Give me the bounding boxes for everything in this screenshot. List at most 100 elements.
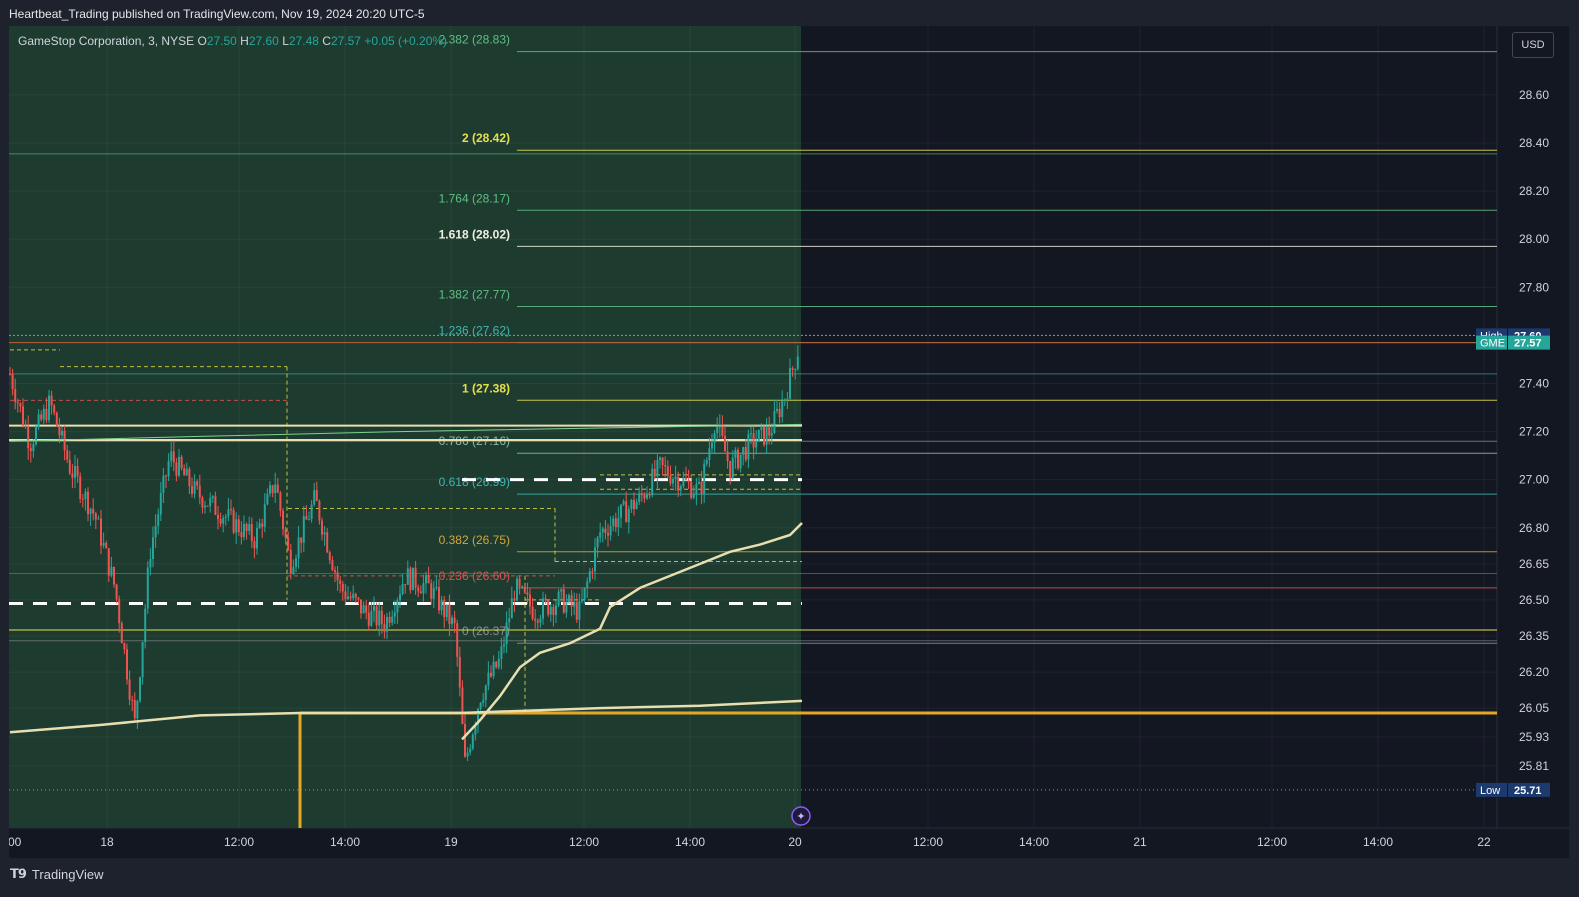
candle-body [529, 594, 531, 607]
fib-level-label: 0.382 (26.75) [439, 533, 510, 547]
candle-body [526, 592, 529, 595]
candle-body [448, 604, 451, 625]
candle-body [386, 616, 388, 632]
candle-body [11, 374, 14, 390]
candle-body [490, 672, 492, 677]
candle-body [399, 594, 401, 601]
candle-body [370, 610, 373, 626]
y-tick-label: 26.50 [1519, 593, 1549, 607]
y-tick-label: 28.60 [1519, 88, 1549, 102]
candle-body [362, 605, 365, 614]
candle-body [126, 649, 128, 680]
candle-body [360, 599, 362, 614]
price-tag-value-bg [1508, 782, 1550, 797]
legend-symbol: GameStop Corporation, 3, NYSE [18, 34, 195, 48]
legend-low-label: L [282, 34, 289, 48]
candle-body [703, 463, 706, 494]
candle-body [750, 433, 752, 435]
candle-body [282, 510, 284, 530]
candle-body [625, 501, 628, 523]
price-axis-area[interactable] [1497, 26, 1569, 858]
candle-body [63, 430, 66, 451]
legend-high-label: H [240, 34, 249, 48]
candle-body [458, 656, 461, 688]
candle-body [32, 444, 35, 452]
candle-body [58, 425, 61, 436]
x-tick-label: 12:00 [569, 835, 599, 849]
candle-body [679, 486, 682, 491]
candle-body [336, 572, 339, 581]
candle-body [274, 484, 277, 494]
candle-body [367, 612, 370, 626]
candle-body [451, 617, 453, 625]
candle-body [209, 498, 212, 506]
candle-body [555, 605, 557, 616]
candle-body [464, 723, 466, 757]
price-chart[interactable]: 28.60 28.40 28.20 28.00 27.80 27.40 27.20 27.00… [9, 26, 1569, 858]
candle-body [601, 528, 604, 533]
candle-body [539, 618, 542, 623]
candle-body [297, 537, 300, 559]
candle-body [734, 450, 737, 458]
candle-body [219, 519, 222, 524]
candle-body [341, 583, 344, 592]
fib-level-label: 1.236 (27.62) [439, 324, 510, 338]
candle-body [128, 679, 131, 700]
candle-body [445, 604, 448, 618]
candle-body [284, 529, 287, 538]
candle-body [321, 520, 323, 535]
candle-body [588, 571, 591, 582]
candle-body [617, 517, 620, 528]
candle-body [578, 601, 581, 620]
candle-body [427, 575, 430, 584]
candle-body [144, 608, 147, 642]
price-tag-label-bg [1476, 782, 1507, 797]
candle-body [198, 485, 201, 498]
candle-body [581, 599, 583, 602]
sparkle-icon[interactable] [791, 806, 811, 826]
x-tick-label: 20 [788, 835, 802, 849]
candle-body [695, 483, 698, 494]
candle-body [570, 595, 573, 607]
candle-body [172, 451, 175, 463]
candle-body [638, 493, 641, 503]
candle-body [552, 606, 555, 616]
candle-body [188, 468, 191, 487]
candle-body [794, 369, 797, 371]
candle-body [375, 606, 378, 626]
candle-body [521, 586, 524, 588]
y-tick-label: 27.00 [1519, 473, 1549, 487]
y-tick-label: 27.80 [1519, 280, 1549, 294]
candle-body [165, 475, 167, 477]
x-tick-label: 00 [9, 835, 22, 849]
legend-close-label: C [322, 34, 331, 48]
candle-body [217, 514, 219, 520]
candle-body [175, 462, 178, 476]
candle-body [770, 433, 773, 436]
footer-brand[interactable]: 𝗧𝟵 TradingView [10, 866, 103, 882]
candle-body [726, 451, 729, 461]
candle-body [94, 513, 97, 520]
currency-button[interactable]: USD [1512, 32, 1554, 58]
candle-body [755, 441, 758, 448]
candle-body [781, 401, 784, 417]
candle-body [404, 584, 407, 586]
y-tick-label: 26.05 [1519, 701, 1549, 715]
candle-body [113, 566, 115, 585]
candle-body [139, 677, 141, 701]
chart-pane[interactable]: 28.60 28.40 28.20 28.00 27.80 27.40 27.20 27.00… [9, 26, 1569, 858]
price-tag-low: Low 25.71 [1476, 782, 1550, 797]
candle-body [791, 368, 794, 370]
brand-name: TradingView [31, 866, 104, 882]
candle-body [633, 500, 635, 510]
candle-body [352, 593, 355, 599]
candle-body [84, 491, 87, 500]
candle-body [648, 493, 651, 496]
candle-body [289, 549, 292, 574]
candle-body [594, 547, 596, 572]
candle-body [789, 368, 791, 399]
candle-body [97, 518, 100, 520]
candle-body [705, 459, 708, 464]
candle-body [380, 610, 383, 625]
candle-body [279, 492, 282, 511]
